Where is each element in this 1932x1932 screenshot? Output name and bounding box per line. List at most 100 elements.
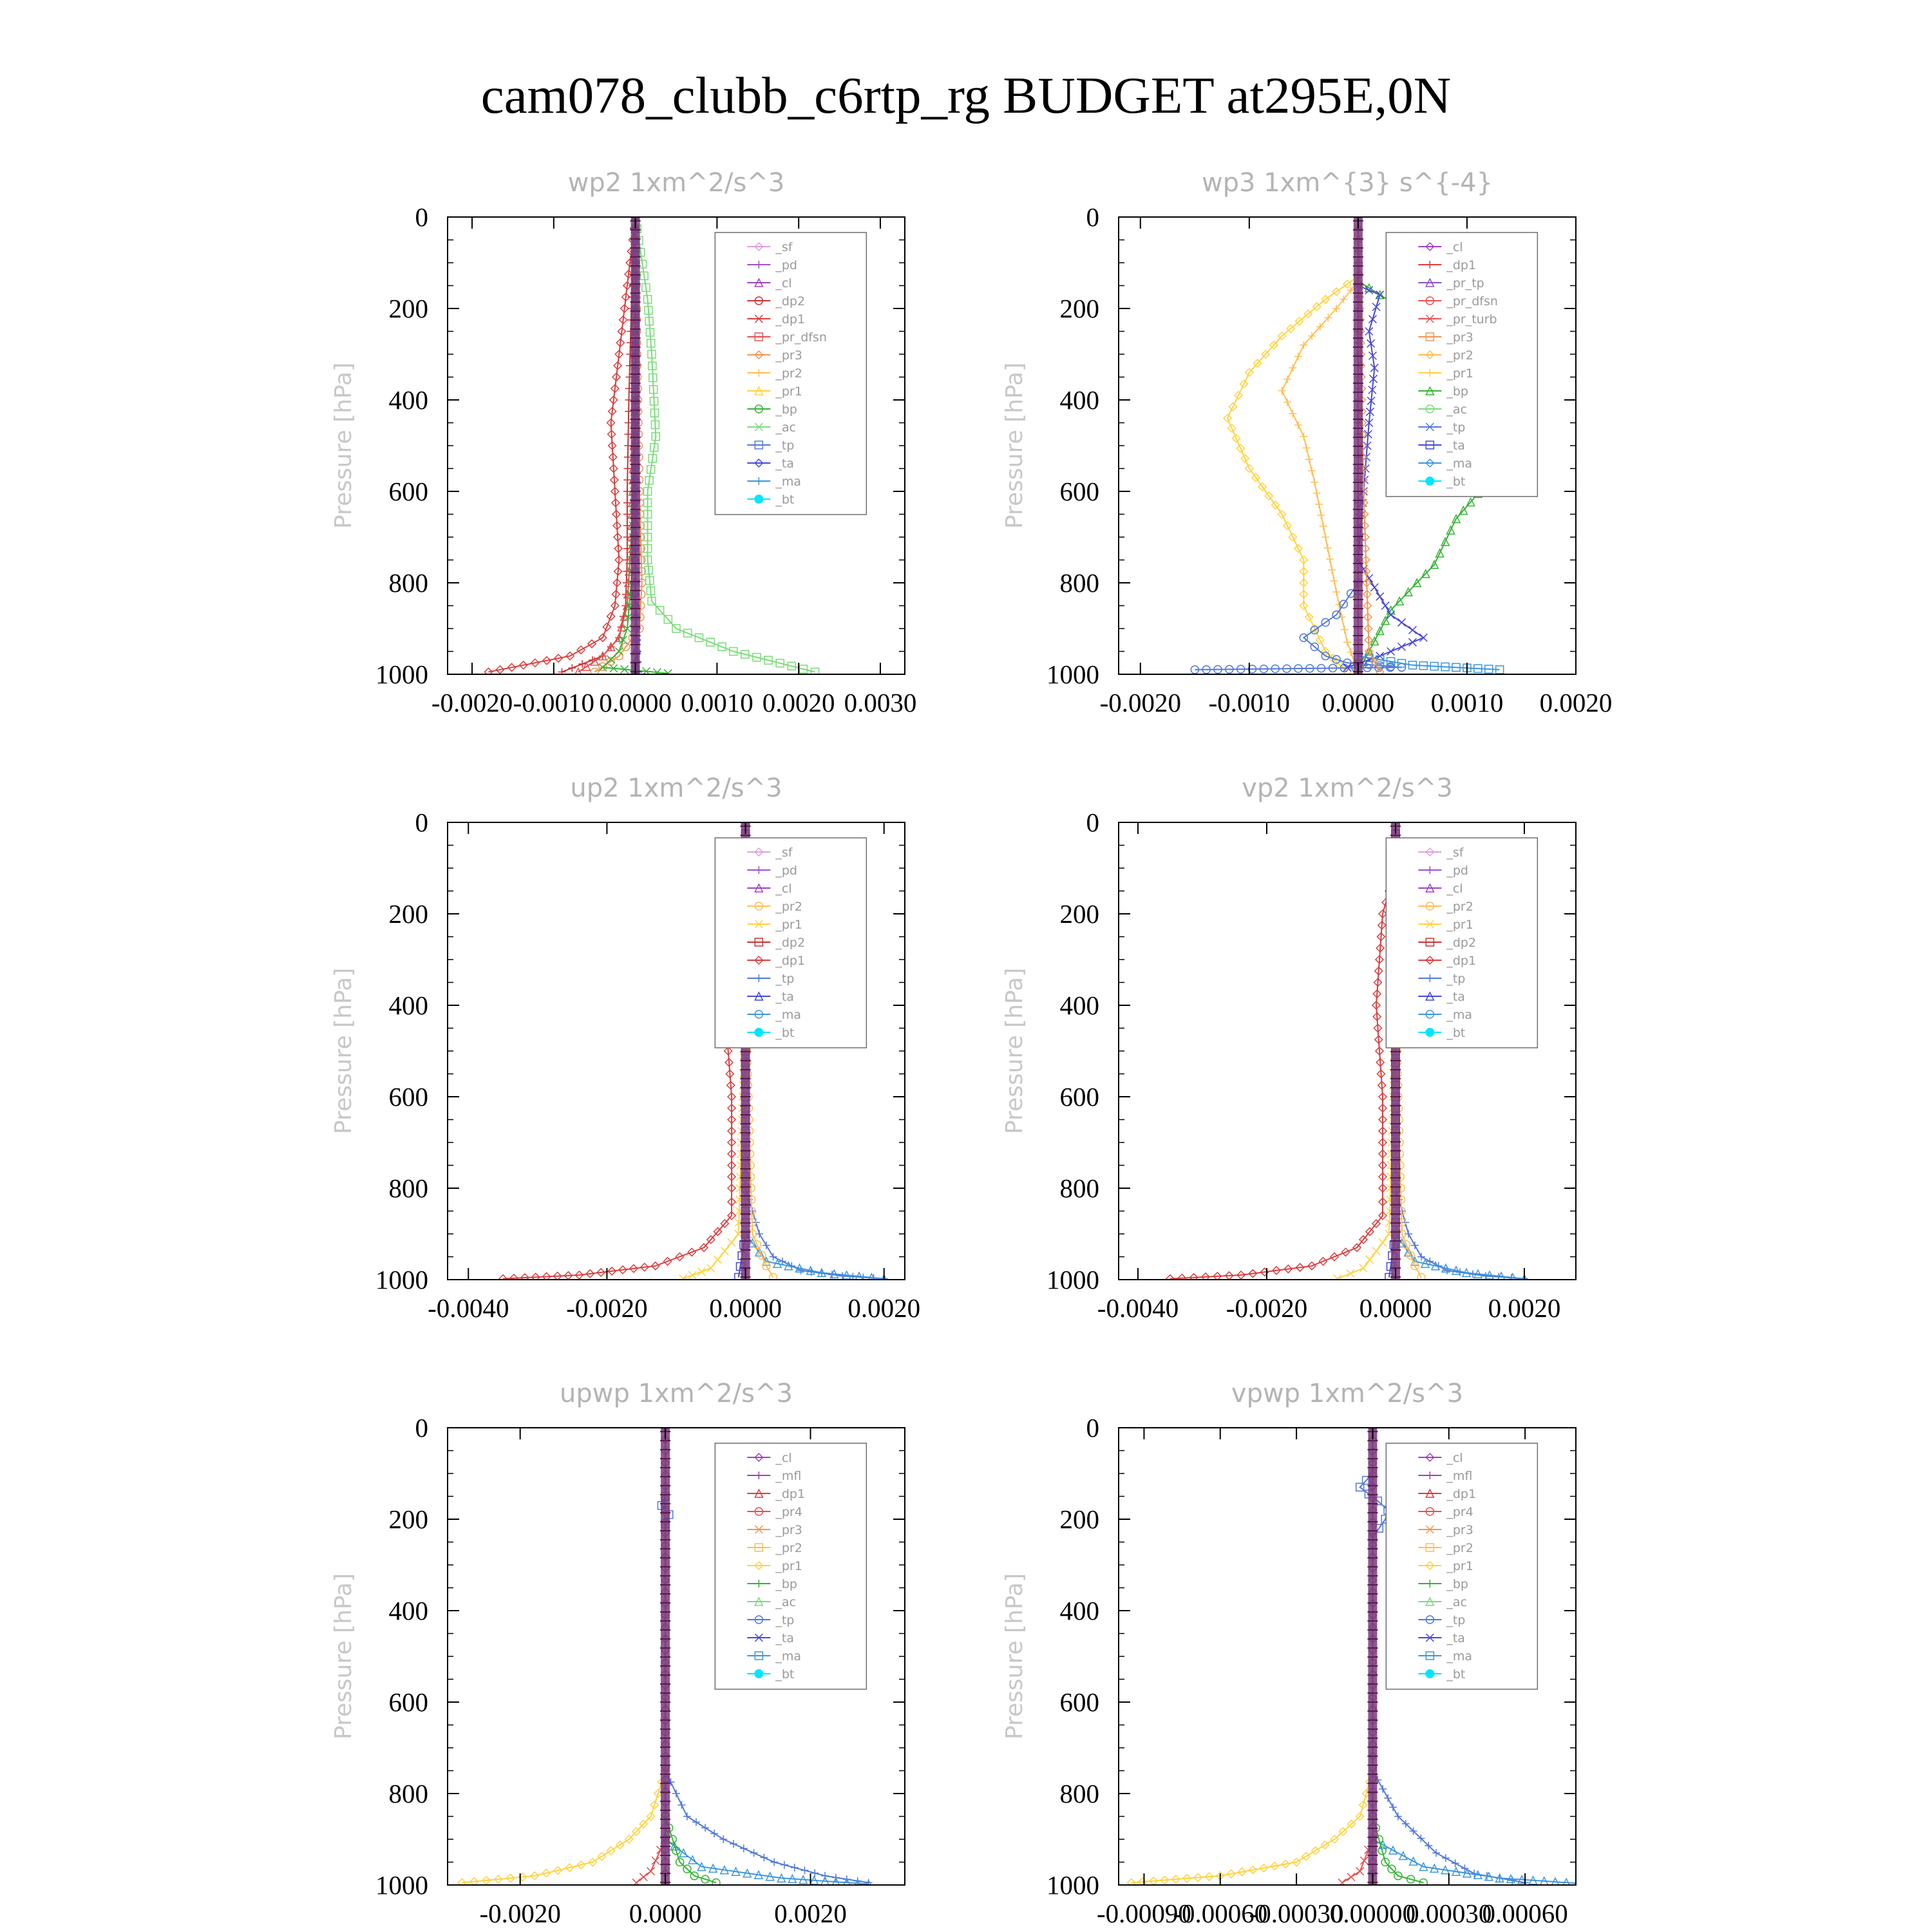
data-point	[650, 1261, 660, 1271]
data-point	[687, 1247, 697, 1257]
data-point	[1335, 600, 1343, 609]
x-tick-label: 0.0020	[774, 1899, 847, 1928]
data-point	[498, 1274, 508, 1280]
legend-marker	[755, 866, 763, 874]
legend-entry: _mfl	[775, 1469, 801, 1483]
data-point	[1247, 665, 1257, 674]
data-point	[1182, 1873, 1192, 1883]
data-point	[713, 1227, 723, 1236]
legend-entry: _pr2	[1446, 900, 1473, 914]
data-point	[1271, 1265, 1282, 1275]
legend-entry: _pd	[775, 258, 797, 272]
data-point	[1417, 1273, 1426, 1280]
chart-panel-5: upwp 1xm^2/s^3 Pressure [hPa] 0 200 400 600 80…	[330, 1379, 905, 1928]
data-point	[1361, 544, 1370, 553]
data-point	[576, 645, 586, 655]
data-point	[809, 1875, 819, 1885]
data-point	[679, 1848, 688, 1858]
data-point	[724, 1057, 734, 1067]
legend-marker	[1425, 477, 1435, 486]
data-point	[1323, 544, 1332, 553]
legend-entry: _pr2	[1446, 1541, 1473, 1555]
data-point	[520, 1273, 529, 1280]
data-point	[739, 1844, 748, 1853]
legend-marker	[754, 902, 764, 911]
data-point	[457, 1878, 467, 1885]
data-point	[1451, 513, 1461, 524]
x-tick-label: 0.0020	[848, 1293, 920, 1323]
data-point	[568, 664, 576, 672]
data-point	[1375, 290, 1385, 299]
data-point	[613, 532, 623, 542]
data-point	[1459, 505, 1468, 515]
data-point	[854, 1878, 861, 1885]
data-point	[1426, 1257, 1434, 1265]
x-tick-label: 0.00060	[1482, 1899, 1567, 1928]
x-tick-label: -0.0010	[1209, 688, 1290, 717]
data-point	[1398, 1850, 1408, 1861]
data-point	[1332, 588, 1341, 596]
data-point	[1319, 522, 1327, 530]
legend-entry: _dp1	[775, 312, 805, 327]
data-point	[1321, 618, 1330, 627]
data-point	[590, 656, 600, 666]
legend-marker	[1425, 1507, 1435, 1516]
x-tick-label: -0.0020	[1226, 1293, 1307, 1323]
data-point	[1380, 615, 1390, 625]
data-point	[611, 589, 621, 599]
zero-markers	[660, 1431, 671, 1883]
data-point	[1362, 578, 1372, 588]
legend-marker	[754, 847, 764, 857]
legend-entry: _cl	[1446, 882, 1463, 896]
data-point	[643, 544, 652, 553]
y-tick-label: 1000	[1046, 1265, 1099, 1294]
data-point	[1225, 665, 1234, 674]
data-point	[1333, 1274, 1342, 1280]
data-point	[752, 652, 761, 662]
series-line	[1131, 1770, 1374, 1884]
data-point	[1362, 589, 1372, 599]
legend-marker	[754, 1010, 764, 1019]
legend-marker	[1425, 440, 1435, 450]
data-point	[1342, 667, 1352, 674]
data-point	[780, 1861, 788, 1869]
y-tick-label: 1000	[375, 1265, 428, 1294]
data-point	[752, 1240, 762, 1249]
y-tick-label: 400	[389, 385, 429, 415]
data-point	[663, 1256, 672, 1266]
data-point	[1227, 423, 1236, 433]
legend-marker	[1426, 369, 1434, 377]
legend-entry: _ta	[1446, 1631, 1465, 1645]
data-point	[1369, 374, 1378, 383]
data-point	[1316, 663, 1326, 673]
data-point	[1251, 473, 1261, 482]
data-point	[1305, 664, 1314, 673]
legend-marker	[1425, 991, 1435, 1001]
data-point	[1312, 489, 1321, 497]
legend-box	[1385, 837, 1539, 1048]
panel-title: wp3 1xm^{3} s^{-4}	[1202, 168, 1493, 198]
data-point	[729, 647, 738, 656]
legend-entry: _mfl	[1446, 1469, 1472, 1483]
legend-marker	[1425, 1543, 1435, 1552]
data-point	[1271, 500, 1280, 510]
data-point	[1381, 601, 1390, 611]
data-point	[768, 1273, 778, 1280]
legend-entry: _dp2	[1446, 936, 1476, 950]
data-point	[1305, 455, 1313, 464]
data-point	[1355, 1812, 1365, 1821]
x-tick-label: -0.0020	[1100, 688, 1181, 717]
data-point	[1231, 433, 1241, 443]
data-point	[1373, 1023, 1383, 1033]
legend-marker	[754, 920, 763, 929]
legend-entry: _tp	[1446, 421, 1465, 435]
series-line	[744, 1233, 884, 1280]
data-point	[1321, 294, 1331, 304]
data-point	[701, 1824, 710, 1832]
y-tick-label: 0	[1086, 1413, 1100, 1443]
data-point	[1258, 482, 1267, 491]
data-point	[606, 612, 616, 621]
data-point	[1261, 349, 1271, 359]
y-tick-label: 1000	[1046, 1870, 1099, 1900]
legend-marker	[754, 955, 764, 965]
